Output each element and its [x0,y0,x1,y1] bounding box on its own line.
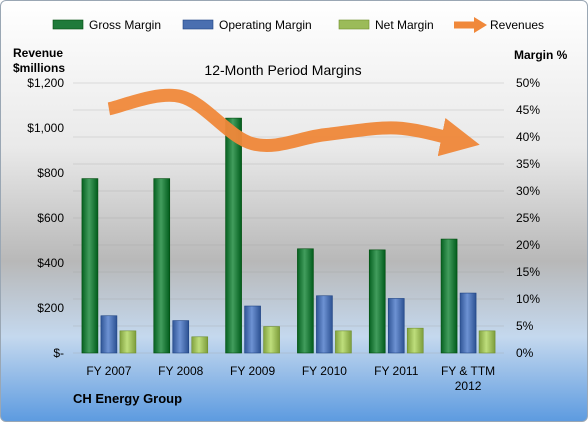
right-tick-label: 0% [516,346,534,360]
left-axis-title-line1: Revenue [13,46,63,60]
bar-operating-margin-4 [387,298,405,354]
left-tick-label: $200 [37,301,64,315]
bar-net-margin-1 [191,336,209,354]
right-tick-label: 5% [516,319,534,333]
revenue-line-layer [107,88,480,157]
legend-swatch-revenues-arrow [474,17,487,33]
legend: Gross Margin Operating Margin Net Margin Re… [52,17,544,33]
left-axis-title-line2: $millions [13,61,65,75]
bar-net-margin-0 [119,330,137,354]
right-tick-label: 30% [516,184,540,198]
left-tick-label: $600 [37,211,64,225]
bar-gross-margin-5 [440,238,458,354]
right-tick-label: 45% [516,103,540,117]
right-tick-label: 20% [516,238,540,252]
right-tick-label: 35% [516,157,540,171]
gridlines [73,82,504,354]
right-axis-title: Margin % [514,48,568,62]
bar-gross-margin-0 [81,178,99,354]
left-tick-label: $400 [37,256,64,270]
bar-gross-margin-2 [225,117,242,354]
bar-gross-margin-3 [297,248,314,354]
legend-swatch-gross-margin [52,19,84,30]
bars [81,117,496,354]
legend-label-net-margin: Net Margin [375,18,434,32]
bar-operating-margin-1 [172,320,190,354]
bar-operating-margin-3 [316,295,333,354]
x-tick-label: 2012 [455,379,482,393]
x-tick-label: FY & TTM [441,364,495,378]
axes: $- $200 $400 $600 $800 $1,000 $1,200 0% 5% 10% 15%… [27,76,540,393]
right-tick-label: 40% [516,130,540,144]
x-tick-label: FY 2007 [86,364,131,378]
left-tick-label: $1,200 [27,76,64,90]
bar-net-margin-3 [335,330,352,354]
legend-swatch-operating-margin [182,19,214,30]
bar-net-margin-5 [478,330,496,354]
legend-swatch-net-margin [338,19,370,30]
x-tick-label: FY 2011 [374,364,419,378]
legend-label-operating-margin: Operating Margin [219,18,312,32]
bar-gross-margin-1 [153,178,171,354]
bar-operating-margin-2 [244,305,261,354]
legend-label-gross-margin: Gross Margin [89,18,161,32]
legend-label-revenues: Revenues [490,18,544,32]
right-tick-label: 10% [516,292,540,306]
bar-operating-margin-0 [100,315,118,354]
revenues-line [107,88,480,157]
bar-operating-margin-5 [459,292,477,354]
bar-net-margin-4 [406,327,424,354]
left-tick-label: $800 [37,166,64,180]
x-tick-label: FY 2008 [158,364,203,378]
chart-title: 12-Month Period Margins [204,62,361,78]
right-tick-label: 50% [516,76,540,90]
left-tick-label: $- [53,346,64,360]
bar-gross-margin-4 [368,249,386,354]
company-label: CH Energy Group [73,391,182,406]
x-tick-label: FY 2009 [230,364,275,378]
bar-net-margin-2 [263,326,280,354]
left-tick-label: $1,000 [27,121,64,135]
x-tick-label: FY 2010 [302,364,347,378]
right-tick-label: 25% [516,211,540,225]
right-tick-label: 15% [516,265,540,279]
